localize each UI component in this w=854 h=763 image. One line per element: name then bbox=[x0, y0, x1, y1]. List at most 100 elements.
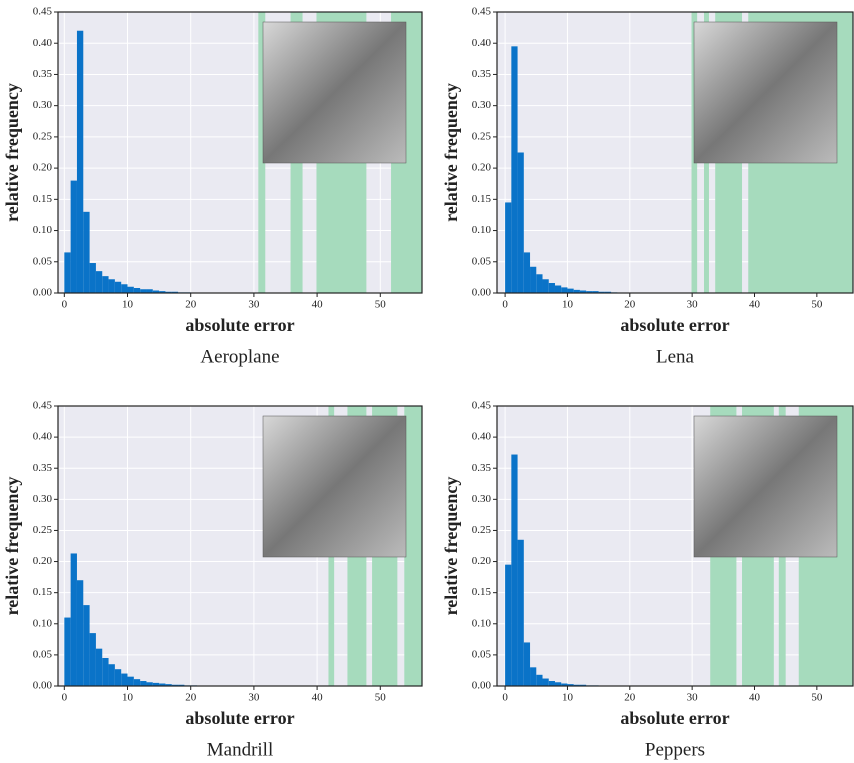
histogram-bar bbox=[567, 288, 574, 293]
x-tick-label: 0 bbox=[62, 299, 68, 311]
y-tick-label: 0.40 bbox=[472, 431, 492, 443]
y-tick-label: 0.30 bbox=[33, 493, 53, 505]
histogram-bar bbox=[127, 676, 134, 686]
y-tick-label: 0.10 bbox=[33, 617, 53, 629]
histogram-bar bbox=[171, 684, 179, 686]
histogram-bar bbox=[548, 283, 555, 293]
y-axis-label: relative frequency bbox=[2, 477, 22, 616]
histogram-bar bbox=[530, 667, 537, 686]
histogram-bar bbox=[146, 289, 153, 293]
y-tick-label: 0.00 bbox=[472, 287, 492, 299]
histogram-bar bbox=[517, 539, 524, 686]
x-axis-label: absolute error bbox=[185, 315, 294, 335]
inset-image bbox=[262, 21, 407, 164]
histogram-bar bbox=[121, 284, 128, 293]
y-tick-label: 0.45 bbox=[472, 6, 492, 18]
histogram-bar bbox=[586, 291, 593, 293]
y-tick-label: 0.20 bbox=[472, 555, 492, 567]
histogram-bar bbox=[140, 681, 147, 686]
y-tick-label: 0.35 bbox=[33, 462, 53, 474]
shaded-span bbox=[404, 406, 422, 686]
histogram-bar bbox=[95, 648, 103, 686]
histogram-bar bbox=[536, 674, 543, 686]
x-axis-label: absolute error bbox=[620, 708, 729, 728]
x-tick-label: 30 bbox=[687, 692, 699, 704]
y-tick-label: 0.20 bbox=[33, 555, 53, 567]
histogram-bar bbox=[573, 289, 580, 293]
histogram-bar bbox=[511, 454, 518, 686]
y-tick-label: 0.25 bbox=[33, 130, 53, 142]
histogram-bar bbox=[604, 291, 612, 293]
x-tick-label: 20 bbox=[185, 299, 197, 311]
x-tick-label: 0 bbox=[502, 299, 508, 311]
plot-frame bbox=[57, 405, 423, 687]
histogram-bar bbox=[171, 291, 179, 293]
inset-image bbox=[693, 21, 838, 164]
y-tick-label: 0.40 bbox=[472, 37, 492, 49]
histogram-bar bbox=[114, 281, 122, 293]
y-tick-label: 0.45 bbox=[33, 400, 53, 412]
x-axis-label: absolute error bbox=[620, 315, 729, 335]
inset-image bbox=[693, 415, 838, 558]
y-tick-label: 0.00 bbox=[33, 287, 53, 299]
x-tick-label: 10 bbox=[122, 299, 134, 311]
y-tick-label: 0.30 bbox=[472, 493, 492, 505]
histogram-bar bbox=[152, 682, 160, 686]
histogram-bar bbox=[579, 290, 587, 293]
histogram-bar bbox=[567, 684, 574, 686]
y-tick-label: 0.30 bbox=[472, 99, 492, 111]
histogram-bar bbox=[83, 211, 90, 293]
y-axis-label: relative frequency bbox=[2, 83, 22, 222]
histogram-bar bbox=[165, 684, 172, 686]
x-tick-label: 20 bbox=[624, 299, 636, 311]
y-tick-label: 0.00 bbox=[472, 680, 492, 692]
histogram-bar bbox=[548, 681, 555, 686]
histogram-bar bbox=[121, 673, 128, 686]
histogram-bar bbox=[133, 679, 141, 686]
y-tick-label: 0.20 bbox=[472, 162, 492, 174]
histogram-bar bbox=[70, 553, 77, 686]
histogram-bar bbox=[530, 266, 537, 293]
histogram-bar bbox=[542, 279, 549, 293]
histogram-bar bbox=[159, 683, 166, 686]
histogram-bar bbox=[76, 580, 84, 686]
histogram-bar bbox=[554, 682, 562, 686]
y-tick-label: 0.45 bbox=[472, 400, 492, 412]
panel-caption: Aeroplane bbox=[200, 346, 279, 367]
x-tick-label: 0 bbox=[62, 692, 68, 704]
y-tick-label: 0.20 bbox=[33, 162, 53, 174]
histogram-bar bbox=[152, 290, 160, 293]
histogram-bar bbox=[523, 642, 531, 686]
y-tick-label: 0.15 bbox=[33, 193, 53, 205]
histogram-bar bbox=[108, 664, 115, 686]
x-tick-label: 10 bbox=[122, 692, 134, 704]
histogram-bar bbox=[598, 291, 605, 293]
histogram-bar bbox=[140, 289, 147, 293]
histogram-bar bbox=[70, 180, 77, 293]
y-tick-label: 0.25 bbox=[472, 524, 492, 536]
histogram-bar bbox=[592, 291, 599, 293]
x-tick-label: 10 bbox=[562, 692, 574, 704]
inset-image bbox=[262, 415, 407, 558]
panel-caption: Lena bbox=[656, 346, 695, 367]
y-tick-label: 0.30 bbox=[33, 99, 53, 111]
histogram-bar bbox=[178, 684, 185, 686]
histogram-bar bbox=[159, 291, 166, 293]
x-tick-label: 20 bbox=[185, 692, 197, 704]
histogram-bar bbox=[64, 617, 71, 686]
panel-caption: Peppers bbox=[645, 739, 705, 760]
histogram-bar bbox=[505, 202, 512, 293]
histogram-bar bbox=[523, 252, 531, 293]
histogram-bar bbox=[554, 285, 562, 293]
histogram-bar bbox=[517, 152, 524, 293]
histogram-bar bbox=[127, 286, 134, 293]
histogram-bar bbox=[536, 274, 543, 293]
y-tick-label: 0.15 bbox=[472, 586, 492, 598]
y-tick-label: 0.35 bbox=[472, 68, 492, 80]
histogram-bar bbox=[573, 684, 580, 686]
histogram-bar bbox=[114, 669, 122, 686]
shaded-span bbox=[258, 12, 266, 293]
plot-frame bbox=[496, 405, 854, 687]
y-axis-label: relative frequency bbox=[441, 477, 461, 616]
